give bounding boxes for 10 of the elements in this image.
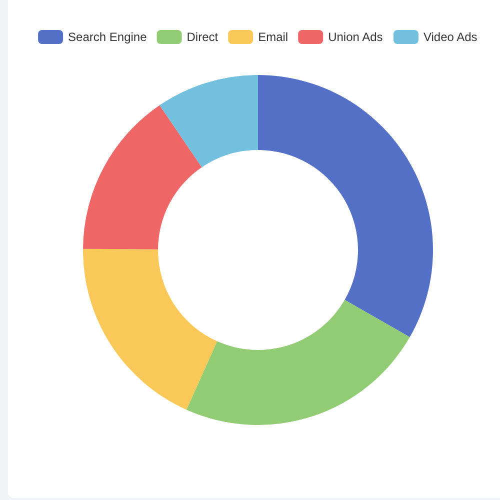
donut-slice: [258, 75, 433, 338]
legend-label: Direct: [186, 30, 219, 44]
donut-slice: [186, 300, 410, 425]
donut-slice: [83, 248, 218, 410]
legend-label: Video Ads: [423, 30, 478, 44]
donut-slice: [160, 75, 258, 168]
legend-label: Union Ads: [328, 30, 383, 44]
donut-slice: [83, 105, 202, 250]
legend-label: Email: [258, 30, 288, 44]
legend-label: Search Engine: [68, 30, 148, 44]
